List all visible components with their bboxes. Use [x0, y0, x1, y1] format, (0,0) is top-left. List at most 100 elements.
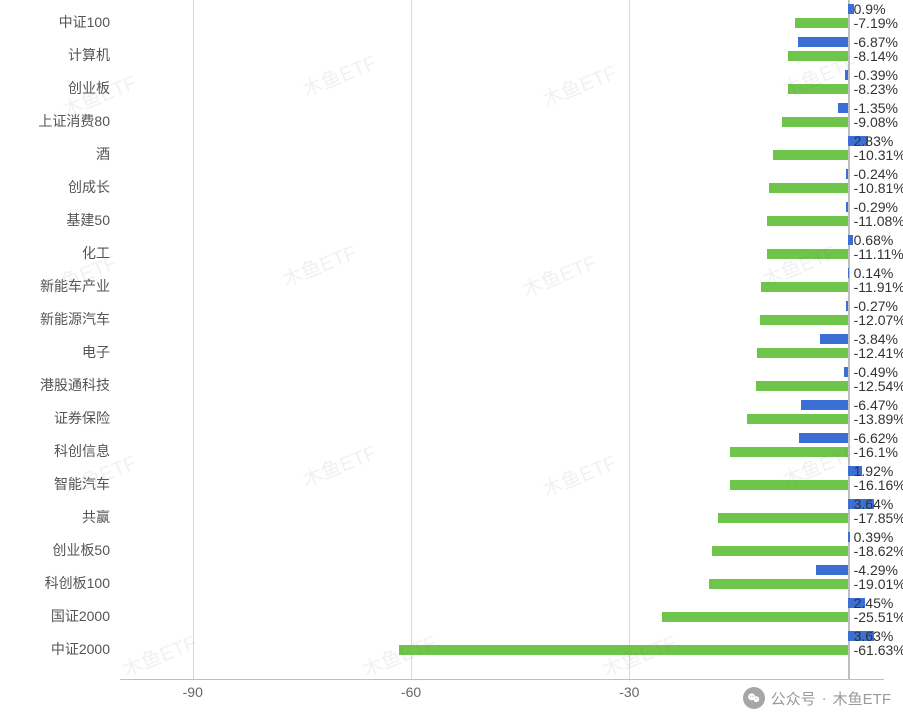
bar-series-b [767, 216, 848, 226]
bar-series-b [795, 18, 847, 28]
bar-series-a [848, 268, 849, 278]
bar-series-a [846, 169, 848, 179]
bar-series-b [782, 117, 848, 127]
value-label-a: 1.92% [854, 464, 894, 478]
value-label-b: -16.16% [854, 478, 903, 492]
value-label-a: 3.63% [854, 629, 894, 643]
value-label-b: -12.54% [854, 379, 903, 393]
bar-series-b [718, 513, 848, 523]
footer-prefix: 公众号 [771, 688, 816, 709]
value-label-a: -1.35% [854, 101, 898, 115]
bar-series-a [846, 301, 848, 311]
bar-series-a [801, 400, 848, 410]
y-category-label: 中证2000 [0, 639, 110, 659]
x-gridline [411, 0, 412, 680]
value-label-b: -9.08% [854, 115, 898, 129]
value-label-a: -6.47% [854, 398, 898, 412]
bar-series-a [798, 37, 848, 47]
value-label-a: -0.49% [854, 365, 898, 379]
value-label-a: 0.14% [854, 266, 894, 280]
value-label-b: -12.41% [854, 346, 903, 360]
bar-series-b [399, 645, 847, 655]
y-category-label: 创业板50 [0, 540, 110, 560]
value-label-a: -6.62% [854, 431, 898, 445]
y-category-label: 电子 [0, 342, 110, 362]
y-category-label: 科创板100 [0, 573, 110, 593]
value-label-a: -0.27% [854, 299, 898, 313]
bar-series-b [788, 51, 847, 61]
value-label-b: -61.63% [854, 643, 903, 657]
footer-name: 木鱼ETF [833, 688, 891, 709]
bar-series-b [756, 381, 847, 391]
y-category-label: 科创信息 [0, 441, 110, 461]
bar-series-b [730, 480, 848, 490]
value-label-a: -6.87% [854, 35, 898, 49]
y-category-label: 计算机 [0, 45, 110, 65]
value-label-b: -13.89% [854, 412, 903, 426]
value-label-b: -16.1% [854, 445, 898, 459]
x-axis-baseline [120, 679, 884, 680]
value-label-a: 0.39% [854, 530, 894, 544]
bar-series-b [757, 348, 847, 358]
y-category-label: 基建50 [0, 210, 110, 230]
bar-series-b [769, 183, 848, 193]
value-label-a: 2.83% [854, 134, 894, 148]
bar-series-a [848, 235, 853, 245]
value-label-a: -4.29% [854, 563, 898, 577]
y-category-label: 创业板 [0, 78, 110, 98]
x-zero-line [848, 0, 850, 680]
value-label-a: -0.39% [854, 68, 898, 82]
value-label-b: -11.91% [854, 280, 903, 294]
bar-series-b [761, 282, 848, 292]
value-label-a: 3.64% [854, 497, 894, 511]
footer-sep: · [822, 690, 827, 707]
bar-series-b [747, 414, 848, 424]
bar-series-a [799, 433, 847, 443]
bar-series-b [788, 84, 848, 94]
value-label-b: -11.11% [854, 247, 903, 261]
plot-area: 0.9%-7.19%-6.87%-8.14%-0.39%-8.23%-1.35%… [120, 0, 884, 680]
y-category-label: 上证消费80 [0, 111, 110, 131]
bar-series-b [709, 579, 847, 589]
bar-series-a [845, 70, 848, 80]
source-footer: 公众号 · 木鱼ETF [743, 687, 891, 709]
value-label-b: -10.81% [854, 181, 903, 195]
x-gridline [629, 0, 630, 680]
value-label-b: -7.19% [854, 16, 898, 30]
value-label-b: -18.62% [854, 544, 903, 558]
grouped-horizontal-bar-chart: 0.9%-7.19% -6.87%-8.14% -0.39%-8.23% -1.35%… [0, 0, 903, 715]
y-category-label: 创成长 [0, 177, 110, 197]
value-label-b: -19.01% [854, 577, 903, 591]
y-category-label: 智能汽车 [0, 474, 110, 494]
value-label-b: -12.07% [854, 313, 903, 327]
y-category-label: 证券保险 [0, 408, 110, 428]
x-tick-label: -60 [401, 684, 421, 700]
y-category-label: 化工 [0, 243, 110, 263]
x-tick-label: -90 [183, 684, 203, 700]
bar-series-b [712, 546, 847, 556]
value-label-b: -17.85% [854, 511, 903, 525]
value-label-b: -11.08% [854, 214, 903, 228]
y-category-label: 新能源汽车 [0, 309, 110, 329]
value-label-a: 0.9% [854, 2, 886, 16]
value-label-a: -0.29% [854, 200, 898, 214]
wechat-icon [743, 687, 765, 709]
y-category-label: 港股通科技 [0, 375, 110, 395]
value-label-a: 0.68% [854, 233, 894, 247]
y-category-label: 中证100 [0, 12, 110, 32]
bar-series-b [662, 612, 848, 622]
value-label-b: -8.14% [854, 49, 898, 63]
bar-series-b [730, 447, 847, 457]
value-label-a: -0.24% [854, 167, 898, 181]
bar-series-a [820, 334, 848, 344]
bar-series-b [760, 315, 848, 325]
bar-series-a [816, 565, 847, 575]
x-tick-label: -30 [619, 684, 639, 700]
value-label-b: -10.31% [854, 148, 903, 162]
y-category-label: 共赢 [0, 507, 110, 527]
bar-series-b [773, 150, 848, 160]
value-label-a: 2.45% [854, 596, 894, 610]
bar-series-a [846, 202, 848, 212]
value-label-b: -8.23% [854, 82, 898, 96]
bar-series-a [848, 532, 851, 542]
